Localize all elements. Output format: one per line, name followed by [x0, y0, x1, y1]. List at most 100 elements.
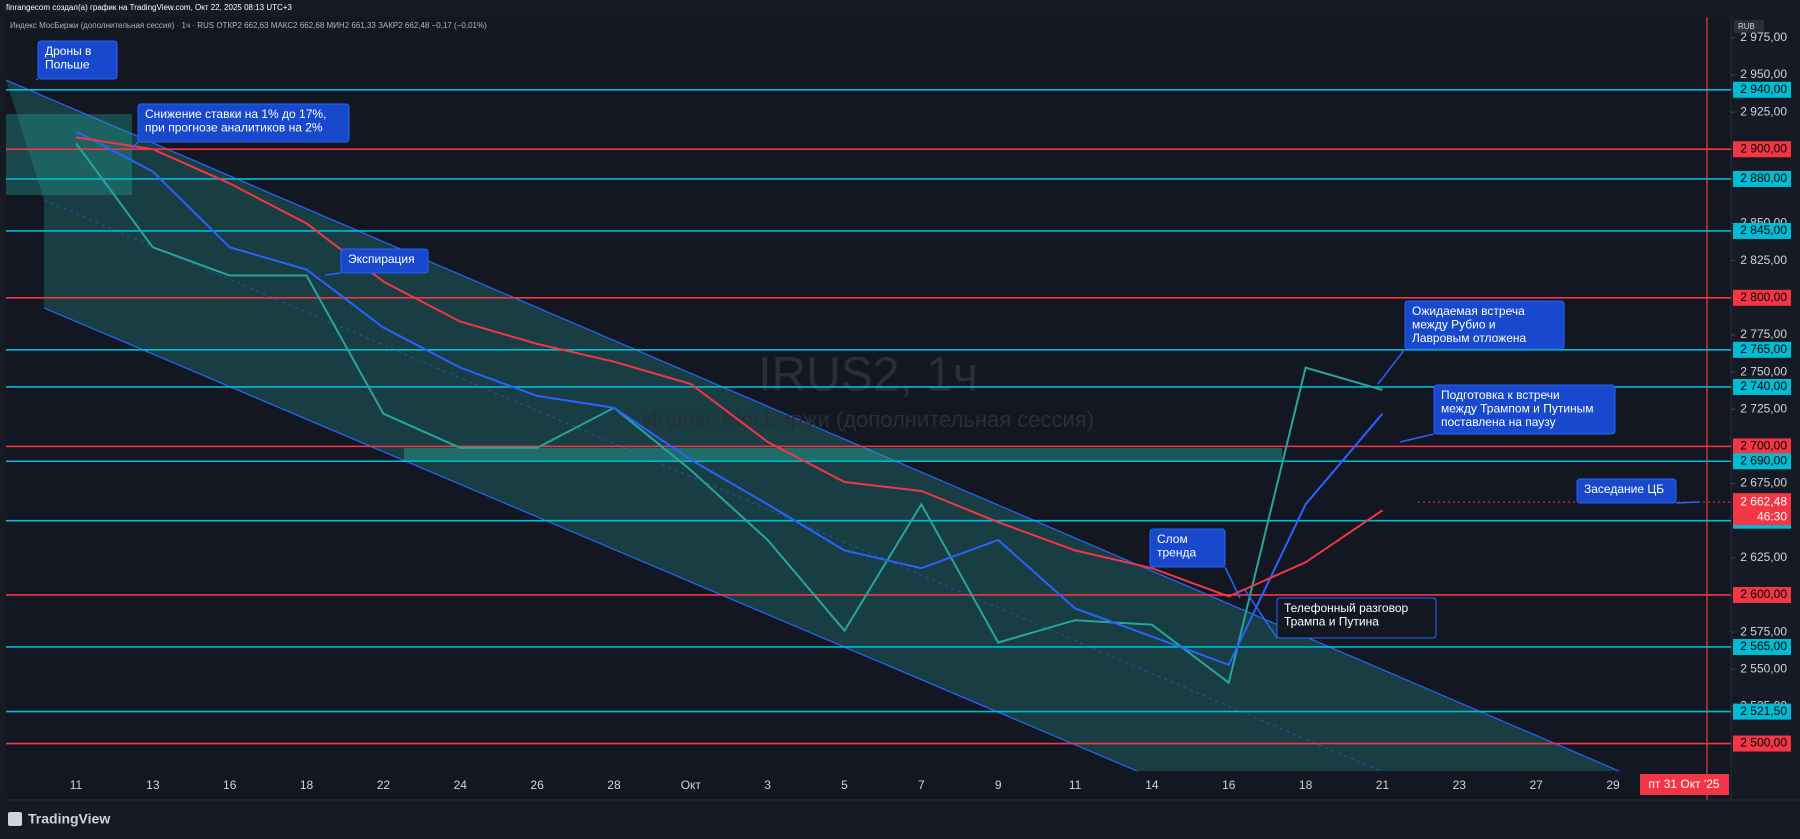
y-tick-label: 2 825,00 [1740, 253, 1787, 267]
annotation-pointer [324, 272, 342, 276]
last-price-label: 2 662,48 [1740, 494, 1787, 508]
watermark: IRUS2, 1ч [758, 349, 978, 402]
last-price-box [1733, 493, 1791, 526]
x-tick-label: 27 [1529, 778, 1543, 792]
annotation-box [37, 40, 118, 80]
x-tick-label: 21 [1376, 778, 1390, 792]
annotation-box [1576, 478, 1677, 504]
currency-box [1734, 20, 1764, 33]
level-label: 2 765,00 [1740, 342, 1787, 356]
y-tick-label: 2 725,00 [1740, 401, 1787, 415]
level-label-box [1733, 703, 1791, 720]
y-tick-label: 2 550,00 [1740, 661, 1787, 675]
zone-box [404, 448, 1282, 462]
annotation-pointer [1675, 501, 1701, 504]
annotation-text: между Трампом и Путиным [1441, 402, 1594, 416]
annotation-box [1149, 528, 1226, 568]
x-tick-label: 5 [841, 778, 848, 792]
annotation-box [1276, 597, 1437, 639]
annotation-box [1404, 300, 1565, 350]
level-label-box [1733, 341, 1791, 358]
y-tick-label: 2 775,00 [1740, 327, 1787, 341]
x-tick-label: 11 [1069, 778, 1082, 792]
level-label: 2 600,00 [1740, 587, 1787, 601]
level-label-box [1733, 453, 1791, 470]
annotation-text: Заседание ЦБ [1584, 482, 1664, 496]
annotation-pointer [131, 141, 139, 149]
x-tick-label: 16 [1222, 778, 1236, 792]
level-label: 2 690,00 [1740, 453, 1787, 467]
level-label-box [1733, 170, 1791, 187]
y-tick-label: 2 750,00 [1740, 364, 1787, 378]
channel-upper [5, 79, 1620, 772]
level-label-box [1733, 289, 1791, 306]
annotation-text: Подготовка к встречи [1441, 388, 1560, 402]
level-label: 2 880,00 [1740, 171, 1787, 185]
y-tick-label: 2 625,00 [1740, 550, 1787, 564]
x-tick-label: 3 [764, 778, 771, 792]
footer-brand: TradingView [28, 811, 110, 827]
level-label-box [1733, 586, 1791, 603]
logo-icon [8, 812, 22, 826]
x-tick-label: Окт [681, 778, 702, 792]
cursor-date-box [1640, 774, 1729, 795]
annotation-text: Снижение ставки на 1% до 17%, [145, 107, 326, 121]
x-tick-label: 18 [300, 778, 314, 792]
price-line [75, 130, 1384, 667]
annotation-pointer [35, 78, 39, 81]
x-tick-label: 29 [1606, 778, 1620, 792]
annotation-pointer [1224, 566, 1241, 599]
annotation-text: Экспирация [348, 252, 415, 266]
level-label-box [1733, 438, 1791, 455]
x-tick-label: 22 [377, 778, 391, 792]
currency: RUB [1738, 22, 1755, 31]
annotation-pointer [1244, 589, 1278, 639]
y-tick-label: 2 575,00 [1740, 624, 1787, 638]
x-tick-label: 13 [146, 778, 160, 792]
x-tick-label: 28 [607, 778, 621, 792]
watermark-subtitle: Индекс МосБиржи (дополнительная сессия) [642, 407, 1094, 432]
annotation-box [137, 103, 350, 143]
y-tick-label: 2 975,00 [1740, 30, 1787, 44]
annotation-text: Трампа и Путина [1284, 615, 1379, 629]
annotation-text: тренда [1157, 546, 1196, 560]
y-tick-label: 2 950,00 [1740, 67, 1787, 81]
x-tick-label: 14 [1145, 778, 1159, 792]
zone-box [6, 114, 132, 195]
level-label: 2 800,00 [1740, 290, 1787, 304]
annotation-text: Телефонный разговор [1284, 601, 1408, 615]
legend: Индекс МосБиржи (дополнительная сессия) … [10, 21, 487, 30]
level-label-box [1733, 222, 1791, 239]
annotation-text: Лавровым отложена [1412, 331, 1527, 345]
level-label-box [1733, 638, 1791, 655]
price-line [75, 142, 1383, 685]
x-tick-label: 18 [1299, 778, 1313, 792]
countdown: 46:30 [1757, 509, 1787, 523]
annotation-text: при прогнозе аналитиков на 2% [145, 121, 323, 135]
annotation-pointer [1377, 348, 1406, 385]
level-label-box [1733, 81, 1791, 98]
level-label-box [1733, 735, 1791, 752]
annotation-text: поставлена на паузу [1441, 415, 1556, 429]
x-tick-label: 23 [1453, 778, 1467, 792]
x-tick-label: 24 [454, 778, 468, 792]
chart-layer: 2 975,002 950,002 925,002 850,002 825,00… [6, 30, 1791, 795]
level-label-box [1733, 141, 1791, 158]
annotation-text: между Рубио и [1412, 318, 1496, 332]
level-label: 2 845,00 [1740, 223, 1787, 237]
level-label: 2 740,00 [1740, 379, 1787, 393]
annotation-text: Дроны в [45, 44, 91, 58]
annotation-text: Ожидаемая встреча [1412, 304, 1525, 318]
annotation-text: Слом [1157, 532, 1188, 546]
level-label: 2 521,50 [1740, 704, 1787, 718]
price-line [75, 136, 1384, 598]
annotation-box [340, 248, 429, 274]
level-label: 2 900,00 [1740, 141, 1787, 155]
y-tick-label: 2 925,00 [1740, 104, 1787, 118]
level-label: 2 700,00 [1740, 439, 1787, 453]
level-label: 2 565,00 [1740, 639, 1787, 653]
level-label-box [1733, 378, 1791, 395]
x-tick-label: 9 [995, 778, 1002, 792]
